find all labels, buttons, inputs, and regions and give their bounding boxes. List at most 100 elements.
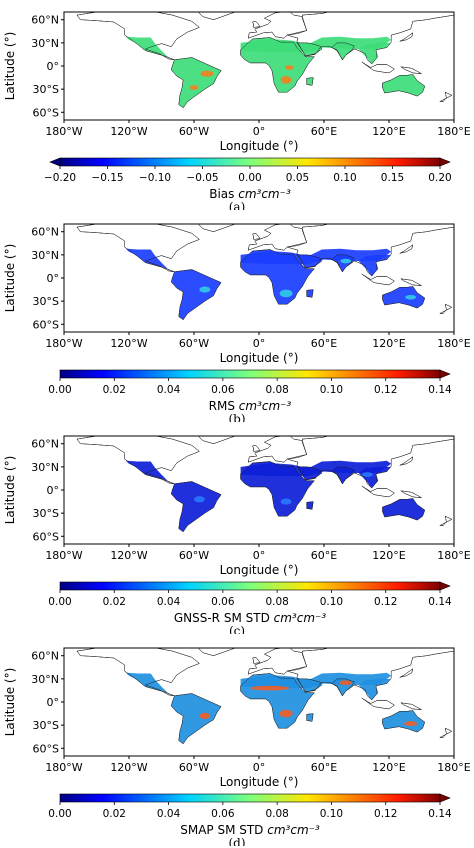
coastline-outline [247,224,308,251]
lon-tick-label: 60°E [311,549,337,562]
coastline-outline [76,224,200,273]
coastline-outline [76,436,200,485]
coastline-outline [306,289,314,298]
map-figure: 60°N 30°N 0° 30°S 60°S 180°W 120°W 60°W 0° 60°E 12… [3,11,471,210]
colorbar-tick-label: 0.02 [103,808,126,820]
colorbar-tick-label: 0.04 [157,596,181,608]
panel-caption: (d) [228,836,245,846]
lon-tick-label: 180°E [437,125,470,138]
data-region-india-sub [331,466,355,484]
coastline-outline [361,61,395,74]
coastline-outline [331,466,355,485]
coastline-outline [399,32,414,42]
coastline-outline [240,461,315,517]
colorbar-tick-label: 0.06 [211,384,235,396]
x-axis-label: Longitude (°) [220,351,299,365]
coastline-outline [286,12,454,65]
colorbar-tick-label: 0.12 [374,808,397,820]
data-region-north-america-sw [125,672,175,696]
coastline-new-guinea [400,490,422,498]
colorbar-extend-max [439,581,451,591]
panel-b: 60°N 30°N 0° 30°S 60°S 180°W 120°W 60°W 0° 60°E 12… [0,212,474,422]
coastline-north-america [76,224,200,273]
y-axis-label: Latitude (°) [3,244,17,313]
lon-tick-label: 120°E [372,337,405,350]
data-hotspot [404,721,418,726]
data-region-north-america-sw [125,36,175,60]
lon-tick-label: 120°W [110,549,147,562]
coastline-new-guinea [400,66,422,74]
map-plot-area [76,648,454,745]
colorbar-tick-label: 0.10 [320,384,343,396]
lon-tick-label: 120°W [110,125,147,138]
y-axis-label: Latitude (°) [3,668,17,737]
panel-d: 60°N 30°N 0° 30°S 60°S 180°W 120°W 60°W 0° 60°E 12… [0,636,474,846]
colorbar-tick-label: 0.05 [286,172,309,184]
coastline-outline [76,648,200,697]
colorbar-tick-label: −0.15 [91,172,123,184]
data-region-arabia [296,466,322,480]
data-hotspot [189,85,199,90]
colorbar-tick-label: 0.14 [428,384,452,396]
colorbar-tick-label: 0.04 [157,808,181,820]
data-region-south-america [171,481,222,532]
coastline-outline [400,278,422,286]
coastline-outline [361,273,395,286]
lat-tick-label: 60°N [31,14,59,27]
coastline-outline [247,436,308,463]
coastline-new-zealand [439,303,453,314]
data-region-madagascar [306,713,314,722]
lat-tick-label: 30°S [33,507,59,520]
colorbar-tick-label: −0.05 [186,172,218,184]
data-region-se-asia [358,42,392,65]
coastline-outline [296,254,323,269]
data-region-arabia [296,678,322,692]
lon-tick-label: 120°W [110,337,147,350]
data-region-australia [382,74,425,97]
data-hotspot [250,685,290,691]
coastline-outline [399,668,414,678]
data-hotspot [194,496,205,503]
coastline-outline [361,485,395,498]
lat-tick-label: 30°S [33,83,59,96]
lon-tick-label: 0° [253,337,266,350]
data-hotspot [199,286,211,293]
data-region-se-asia [358,254,392,277]
data-region-madagascar [306,289,314,298]
colorbar-label-units: cm³cm⁻³ [267,823,320,837]
data-hotspot [199,712,211,719]
coastline-outline [198,648,236,656]
map-plot-area [76,436,454,533]
coastline-new-zealand [439,515,453,526]
data-region-south-america [171,693,222,744]
colorbar-tick-label: 0.14 [428,808,452,820]
lat-tick-label: 0° [47,484,60,497]
data-region-sahara-band [240,36,392,53]
lat-tick-label: 30°N [31,37,59,50]
colorbar-tick-label: 0.00 [48,808,71,820]
colorbar-tick-label: 0.06 [211,596,235,608]
lon-tick-label: 120°W [110,761,147,774]
coastline-outline [439,727,453,738]
colorbar-tick-label: 0.00 [48,384,71,396]
colorbar-extend-max [439,793,451,803]
colorbar-label-name: GNSS-R SM STD [174,611,274,625]
coastline-outline [240,249,315,305]
coastline-outline [252,657,261,664]
coastline-new-guinea [400,278,422,286]
data-hotspot [361,472,373,477]
colorbar-tick-label: 0.04 [157,384,181,396]
colorbar-tick-label: 0.12 [374,596,397,608]
data-region-india-sub [331,42,355,60]
lat-tick-label: 60°S [33,742,59,755]
data-region-se-asia [358,678,392,701]
panel-caption: (c) [229,624,245,634]
coastline-outline [306,501,314,510]
colorbar [59,793,441,803]
colorbar-tick-label: 0.12 [374,384,397,396]
coastline-outline [252,21,261,28]
coastline-outline [247,648,308,675]
lat-tick-label: 60°S [33,530,59,543]
data-hotspot [280,76,292,84]
lat-tick-label: 60°N [31,650,59,663]
